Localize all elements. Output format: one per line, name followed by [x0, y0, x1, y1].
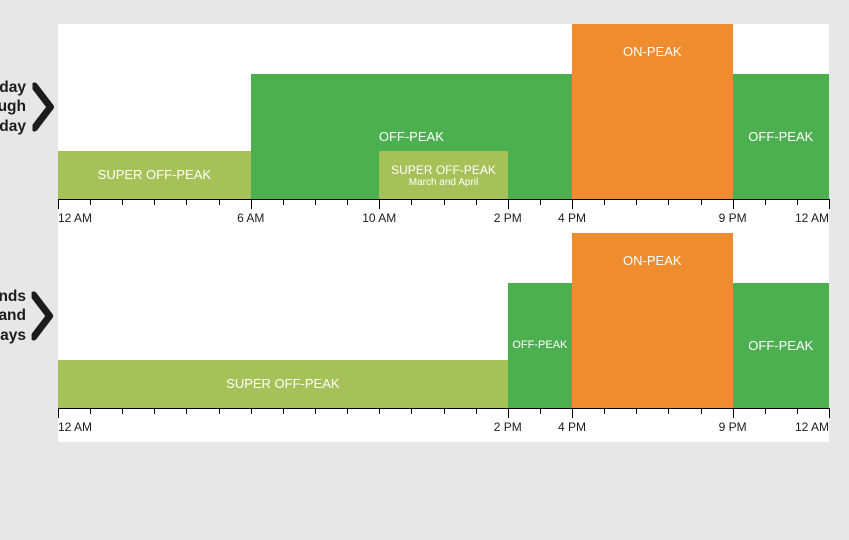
- tick-minor: [379, 408, 380, 414]
- tick-minor: [701, 199, 702, 205]
- overlay-sublabel: March and April: [409, 177, 478, 188]
- tick-label: 12 AM: [795, 420, 829, 434]
- tick-minor: [797, 408, 798, 414]
- block-label: OFF-PEAK: [379, 129, 444, 145]
- block-label: SUPER OFF-PEAK: [98, 167, 211, 183]
- side-label-weekday-text: MondaythroughFriday: [0, 78, 26, 136]
- tick-minor: [765, 199, 766, 205]
- tick-label: 9 PM: [719, 211, 747, 225]
- tick-minor: [219, 199, 220, 205]
- tick-label: 12 AM: [58, 420, 92, 434]
- tick-minor: [476, 408, 477, 414]
- overlay-label: SUPER OFF-PEAK: [391, 163, 496, 177]
- overlay-super_off_peak: SUPER OFF-PEAKMarch and April: [379, 151, 507, 199]
- tick-minor: [251, 408, 252, 414]
- block-label: ON-PEAK: [623, 44, 682, 60]
- tick-minor: [636, 408, 637, 414]
- tick-major: [829, 408, 830, 418]
- tick-minor: [604, 199, 605, 205]
- tick-minor: [797, 199, 798, 205]
- tick-major: [58, 408, 59, 418]
- block-on_peak: ON-PEAK: [572, 233, 733, 408]
- tick-minor: [701, 408, 702, 414]
- tick-minor: [90, 408, 91, 414]
- block-off_peak: OFF-PEAK: [508, 283, 572, 408]
- tick-minor: [219, 408, 220, 414]
- tick-minor: [668, 408, 669, 414]
- tick-label: 9 PM: [719, 420, 747, 434]
- chevron-right-icon: [32, 82, 56, 132]
- tick-minor: [186, 199, 187, 205]
- tick-minor: [90, 199, 91, 205]
- side-label-weekend: WeekendsandHolidays: [0, 287, 56, 345]
- tick-minor: [283, 408, 284, 414]
- tick-minor: [315, 199, 316, 205]
- chevron-right-icon: [32, 291, 56, 341]
- tick-major: [572, 408, 573, 418]
- tick-major: [508, 199, 509, 209]
- tick-minor: [444, 408, 445, 414]
- tick-minor: [604, 408, 605, 414]
- tick-major: [572, 199, 573, 209]
- tick-major: [733, 199, 734, 209]
- tick-minor: [444, 199, 445, 205]
- plot-weekend: SUPER OFF-PEAK OFF-PEAK ON-PEAK OFF-PEAK: [58, 233, 829, 408]
- side-label-weekday: MondaythroughFriday: [0, 78, 56, 136]
- tick-minor: [476, 199, 477, 205]
- tick-minor: [668, 199, 669, 205]
- tick-major: [58, 199, 59, 209]
- tick-label: 4 PM: [558, 420, 586, 434]
- axis-weekday: 12 AM 6 AM 10 AM 2 PM 4 PM 9 PM 12 AM: [58, 199, 829, 233]
- block-off_peak: OFF-PEAK: [733, 283, 829, 408]
- tick-label: 2 PM: [494, 211, 522, 225]
- tick-minor: [411, 408, 412, 414]
- axis-weekend: 12 AM 2 PM 4 PM 9 PM 12 AM: [58, 408, 829, 442]
- tick-minor: [765, 408, 766, 414]
- tick-minor: [186, 408, 187, 414]
- tick-label: 12 AM: [795, 211, 829, 225]
- tick-label: 6 AM: [237, 211, 264, 225]
- block-off_peak: OFF-PEAK: [733, 74, 829, 199]
- tick-minor: [154, 408, 155, 414]
- block-label: OFF-PEAK: [748, 338, 813, 354]
- tick-major: [829, 199, 830, 209]
- block-super_off_peak: SUPER OFF-PEAK: [58, 360, 508, 408]
- tick-label: 10 AM: [362, 211, 396, 225]
- tick-minor: [283, 199, 284, 205]
- row-weekend: WeekendsandHolidays SUPER OFF-PEAKOFF-PE…: [58, 233, 829, 442]
- block-label: OFF-PEAK: [512, 339, 567, 352]
- tick-minor: [315, 408, 316, 414]
- tou-card: MondaythroughFriday SUPER OFF-PEAKOFF-PE…: [58, 24, 829, 442]
- tick-minor: [347, 199, 348, 205]
- block-on_peak: ON-PEAK: [572, 24, 733, 199]
- block-label: OFF-PEAK: [748, 129, 813, 145]
- tick-minor: [347, 408, 348, 414]
- tick-label: 4 PM: [558, 211, 586, 225]
- plot-weekday: SUPER OFF-PEAK OFF-PEAK ON-PEAK OFF-PEAK SUP…: [58, 24, 829, 199]
- tick-minor: [154, 199, 155, 205]
- tick-minor: [540, 199, 541, 205]
- tick-label: 2 PM: [494, 420, 522, 434]
- tick-major: [508, 408, 509, 418]
- block-super_off_peak: SUPER OFF-PEAK: [58, 151, 251, 199]
- tick-major: [733, 408, 734, 418]
- block-label: ON-PEAK: [623, 253, 682, 269]
- block-label: SUPER OFF-PEAK: [226, 376, 339, 392]
- tick-minor: [411, 199, 412, 205]
- tick-label: 12 AM: [58, 211, 92, 225]
- side-label-weekend-text: WeekendsandHolidays: [0, 287, 26, 345]
- tick-minor: [636, 199, 637, 205]
- tick-minor: [540, 408, 541, 414]
- tick-minor: [122, 199, 123, 205]
- row-weekday: MondaythroughFriday SUPER OFF-PEAKOFF-PE…: [58, 24, 829, 233]
- tick-major: [251, 199, 252, 209]
- tick-major: [379, 199, 380, 209]
- tick-minor: [122, 408, 123, 414]
